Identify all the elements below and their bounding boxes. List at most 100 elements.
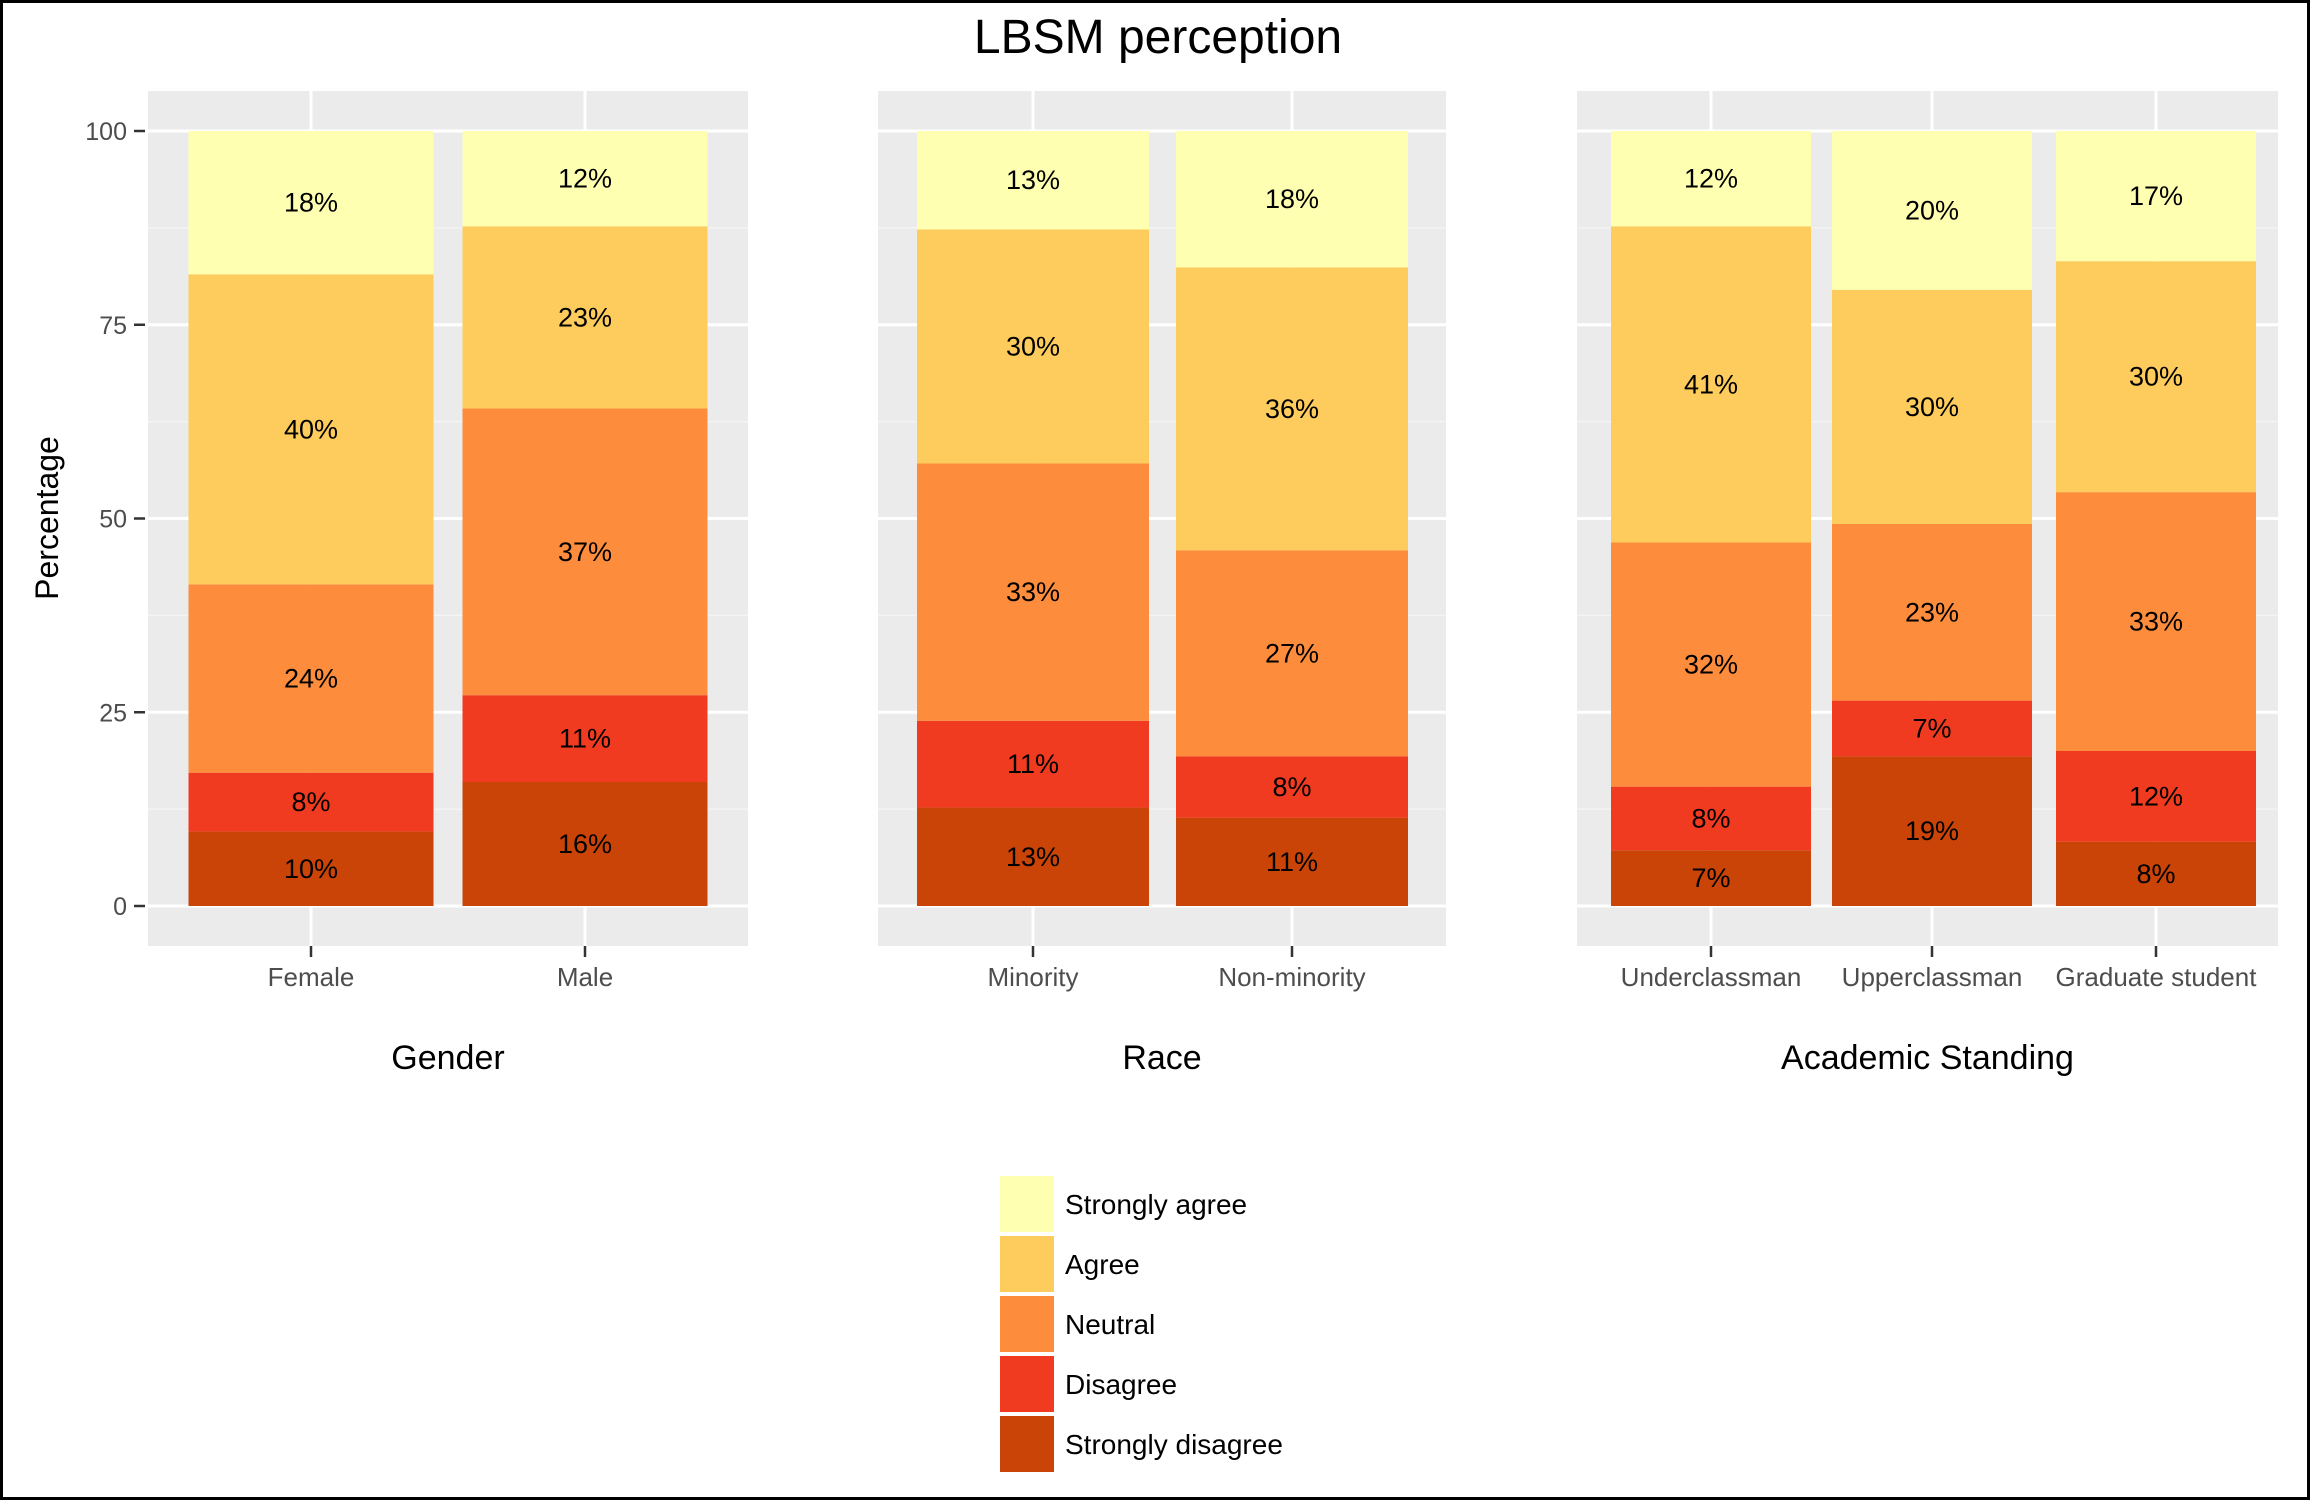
legend-label: Strongly agree (1065, 1189, 1247, 1220)
legend-item-disagree: Disagree (1000, 1356, 1177, 1412)
data-label: 8% (291, 787, 330, 817)
bar-segment-strongly-agree (1611, 131, 1811, 227)
bar-segment-strongly-disagree (1611, 850, 1811, 906)
data-label: 30% (1905, 392, 1959, 422)
bar-segment-strongly-agree (2056, 131, 2256, 262)
bar-segment-strongly-disagree (1832, 756, 2032, 906)
facet-label: Academic Standing (1781, 1039, 2074, 1077)
bar-segment-strongly-disagree (2056, 841, 2256, 906)
bar-segment-agree (917, 229, 1149, 464)
bar-female: 10% 8% 24% 40% 18% (188, 131, 434, 906)
bar-segment-neutral (1176, 550, 1408, 757)
data-label: 16% (558, 829, 612, 859)
y-axis: 0 25 50 75 100 (85, 118, 145, 921)
bar-segment-strongly-agree (188, 131, 434, 275)
bar-segment-strongly-agree (917, 131, 1149, 230)
data-label: 27% (1265, 638, 1319, 668)
bar-segment-neutral (1611, 542, 1811, 787)
panel-race: 13% 11% 33% 30% 13% Minority 11% 8% 27% 36% 18% Non… (878, 91, 1446, 1077)
x-tick-label: Underclassman (1621, 962, 1802, 992)
data-label: 10% (284, 854, 338, 884)
bar-segment-agree (188, 274, 434, 585)
data-label: 30% (2129, 362, 2183, 392)
bar-segment-neutral (462, 408, 708, 696)
data-label: 8% (1272, 772, 1311, 802)
legend-swatch (1000, 1296, 1054, 1352)
data-label: 18% (1265, 184, 1319, 214)
data-label: 32% (1684, 650, 1738, 680)
data-label: 12% (2129, 781, 2183, 811)
legend-label: Disagree (1065, 1369, 1177, 1400)
legend-item-neutral: Neutral (1000, 1296, 1155, 1352)
bar-segment-agree (2056, 261, 2256, 493)
data-label: 13% (1006, 165, 1060, 195)
legend-swatch (1000, 1176, 1054, 1232)
data-label: 7% (1691, 863, 1730, 893)
bar-segment-disagree (1832, 700, 2032, 757)
data-label: 12% (558, 164, 612, 194)
bar-upperclassman: 19% 7% 23% 30% 20% (1832, 131, 2032, 906)
data-label: 7% (1912, 714, 1951, 744)
bar-male: 16% 11% 37% 23% 12% (462, 131, 708, 906)
bar-segment-disagree (917, 720, 1149, 808)
y-tick-label: 25 (99, 699, 127, 727)
data-label: 24% (284, 664, 338, 694)
data-label: 11% (1007, 749, 1059, 779)
legend-swatch (1000, 1416, 1054, 1472)
bar-segment-strongly-disagree (462, 782, 708, 906)
data-label: 30% (1006, 331, 1060, 361)
bar-non-minority: 11% 8% 27% 36% 18% (1176, 131, 1408, 906)
stacked-bar-chart: LBSM perception Percentage 0 25 50 75 100 10%… (29, 11, 2278, 1472)
data-label: 12% (1684, 164, 1738, 194)
bar-segment-strongly-disagree (1176, 817, 1408, 906)
bar-segment-neutral (188, 584, 434, 773)
y-tick-label: 0 (113, 893, 127, 921)
legend-item-agree: Agree (1000, 1236, 1140, 1292)
data-label: 11% (1266, 847, 1318, 877)
panel-academic-standing: 7% 8% 32% 41% 12% Underclassman 19% 7% 23% 30% 20%… (1577, 91, 2278, 1077)
bar-segment-disagree (1176, 756, 1408, 818)
legend-item-strongly-agree: Strongly agree (1000, 1176, 1247, 1232)
data-label: 33% (2129, 607, 2183, 637)
legend: Strongly agree Agree Neutral Disagree Strong… (1000, 1176, 1283, 1472)
data-label: 23% (1905, 597, 1959, 627)
data-label: 8% (2136, 859, 2175, 889)
data-label: 40% (284, 414, 338, 444)
data-label: 17% (2129, 181, 2183, 211)
bar-segment-strongly-disagree (917, 807, 1149, 906)
legend-label: Agree (1065, 1249, 1140, 1280)
bar-segment-disagree (2056, 751, 2256, 842)
legend-swatch (1000, 1236, 1054, 1292)
bar-segment-neutral (917, 463, 1149, 721)
data-label: 41% (1684, 369, 1738, 399)
x-tick-label: Female (268, 962, 355, 992)
bar-segment-disagree (188, 772, 434, 832)
data-label: 20% (1905, 195, 1959, 225)
panel-gender: 10% 8% 24% 40% 18% Female 16% 11% 37% 23% 12% Male G… (148, 91, 748, 1077)
bar-segment-agree (1611, 226, 1811, 543)
data-label: 36% (1265, 394, 1319, 424)
x-tick-label: Male (557, 962, 613, 992)
x-tick-label: Graduate student (2056, 962, 2258, 992)
bar-graduate-student: 8% 12% 33% 30% 17% (2056, 131, 2256, 906)
data-label: 37% (558, 537, 612, 567)
chart-title: LBSM perception (974, 11, 1342, 64)
legend-label: Strongly disagree (1065, 1429, 1283, 1460)
bar-segment-neutral (2056, 492, 2256, 751)
bar-segment-neutral (1832, 523, 2032, 701)
data-label: 13% (1006, 842, 1060, 872)
bar-segment-strongly-disagree (188, 831, 434, 906)
bar-segment-strongly-agree (1176, 131, 1408, 268)
bar-underclassman: 7% 8% 32% 41% 12% (1611, 131, 1811, 906)
x-tick-label: Non-minority (1218, 962, 1365, 992)
x-tick-label: Minority (987, 962, 1078, 992)
bar-segment-agree (1832, 289, 2032, 524)
bar-segment-agree (1176, 267, 1408, 551)
y-axis-label: Percentage (29, 436, 65, 600)
y-tick-label: 50 (99, 506, 127, 534)
facet-label: Race (1122, 1039, 1201, 1077)
x-tick-label: Upperclassman (1842, 962, 2023, 992)
data-label: 8% (1691, 803, 1730, 833)
bar-segment-strongly-agree (1832, 131, 2032, 290)
